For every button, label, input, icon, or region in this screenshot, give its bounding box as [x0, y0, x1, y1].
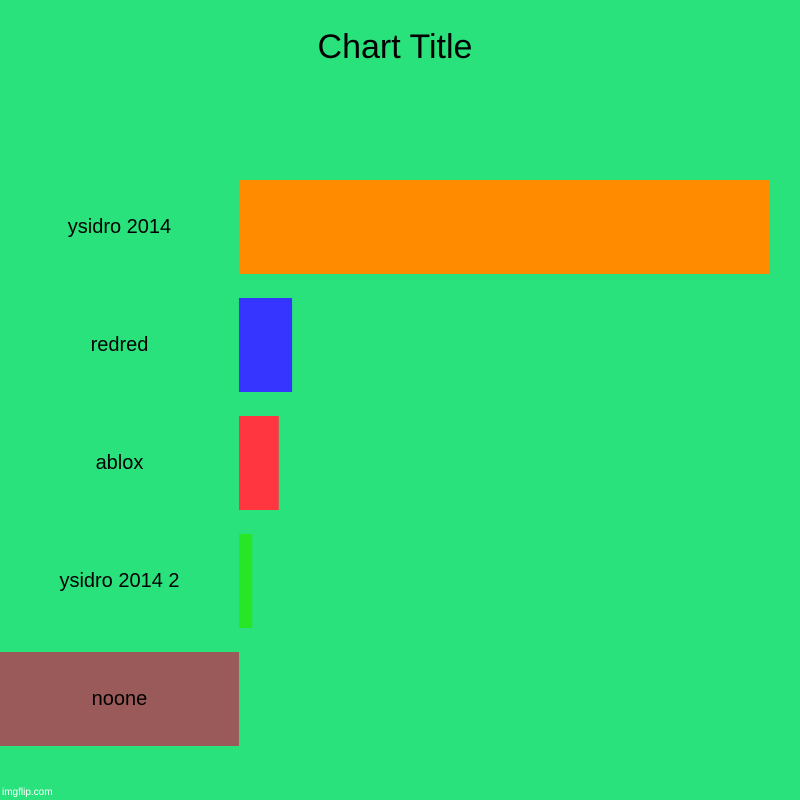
category-label: ysidro 2014 2 [59, 570, 179, 592]
category-label: ysidro 2014 [68, 216, 171, 238]
category-label: noone [92, 688, 148, 710]
category-labels-group: ysidro 2014 redred ablox ysidro 2014 2 noone [59, 216, 179, 710]
watermark: imgflip.com [2, 787, 53, 798]
bar-redred [238, 298, 293, 392]
bar-ablox [238, 416, 279, 510]
category-label: ablox [96, 452, 144, 474]
chart-title: Chart Title [318, 28, 473, 66]
bar-ysidro-2014-2 [238, 534, 253, 628]
bar-ysidro-2014 [238, 180, 770, 274]
bars-group [0, 180, 770, 746]
bar-noone [0, 652, 239, 746]
category-label: redred [91, 334, 149, 356]
